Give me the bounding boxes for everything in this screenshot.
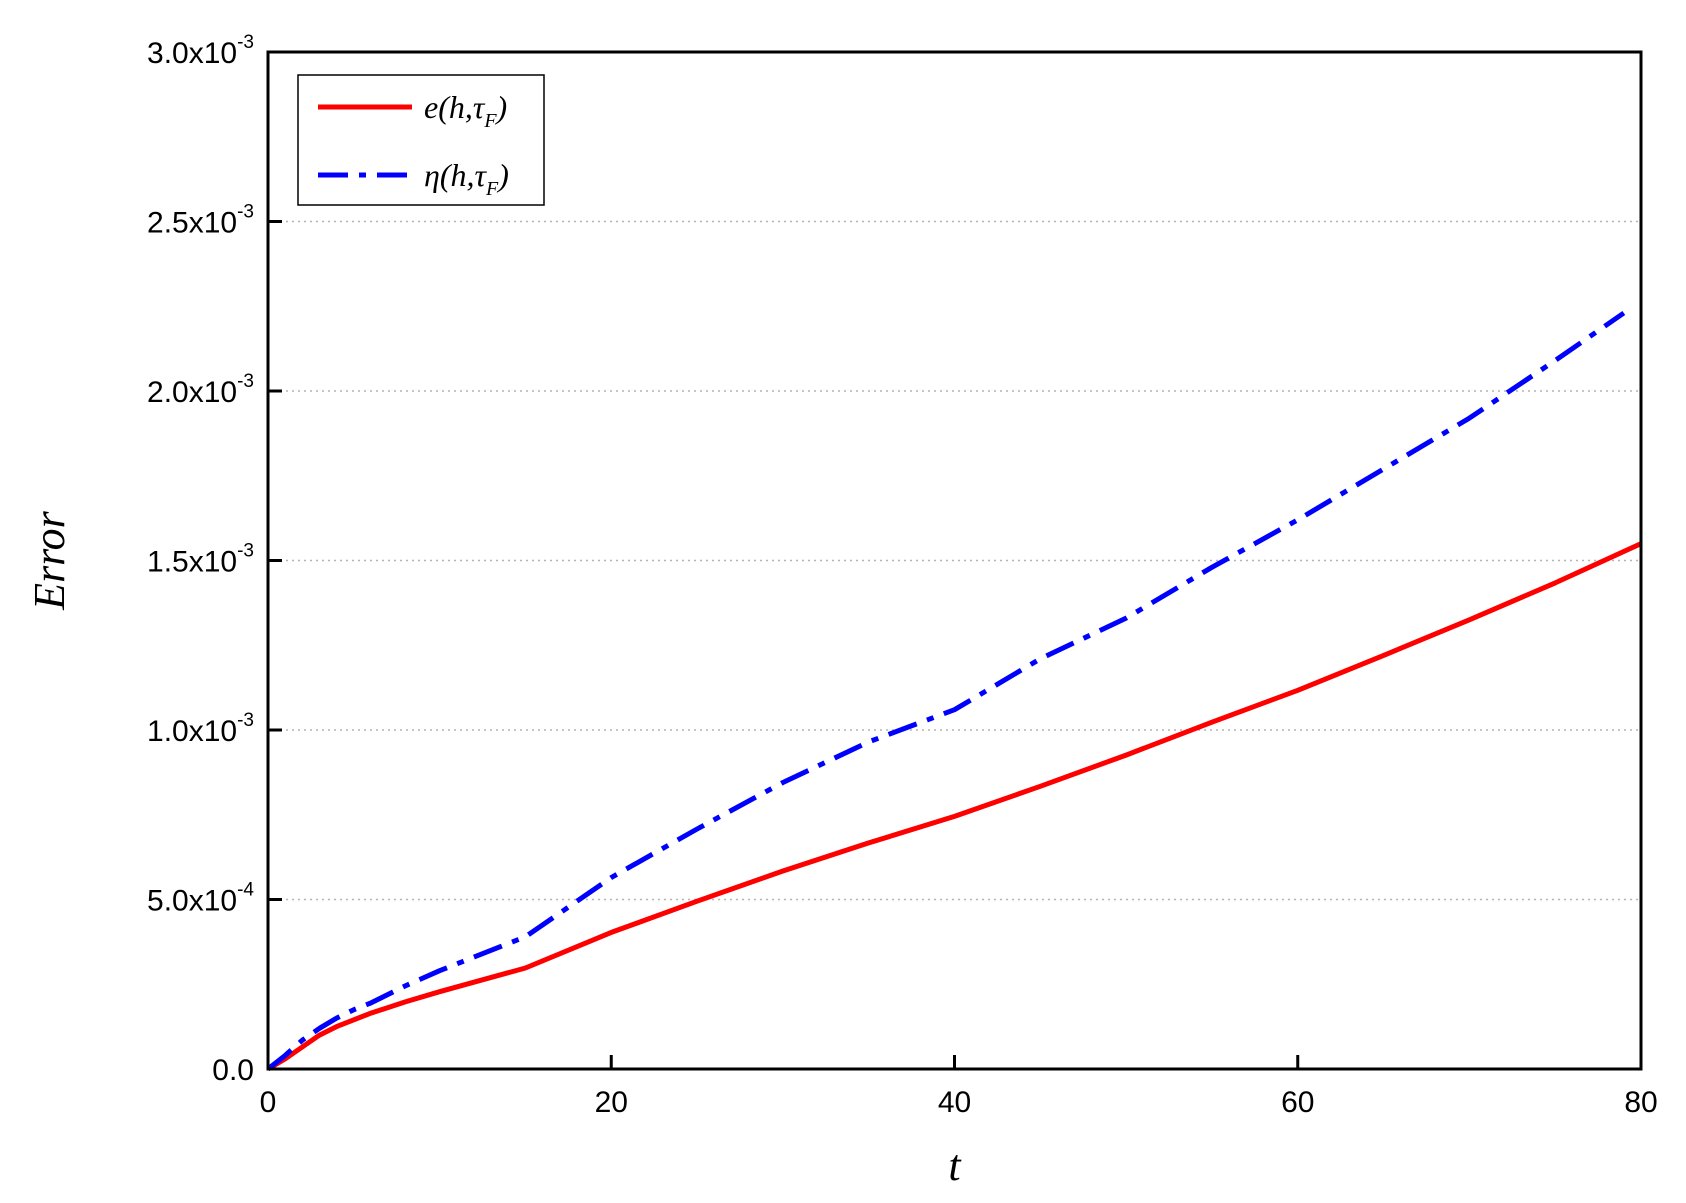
series-layer <box>266 310 1643 1072</box>
y-tick-label-0: 0.0 <box>212 1054 254 1087</box>
x-tick-label-2: 40 <box>938 1086 971 1119</box>
y-axis-ticks: 0.0 5.0x10-4 1.0x10-3 1.5x10-3 2.0x10-3 2.5x1… <box>147 32 282 1087</box>
y-axis-title: Error <box>25 510 74 610</box>
legend-box <box>297 74 545 206</box>
x-tick-label-3: 60 <box>1281 1086 1314 1119</box>
y-tick-label-5: 2.5x10-3 <box>147 202 254 240</box>
x-axis-ticks: 0 20 40 60 80 <box>260 1055 1658 1119</box>
y-tick-label-4: 2.0x10-3 <box>147 371 254 409</box>
y-tick-label-6: 3.0x10-3 <box>147 32 254 70</box>
x-tick-label-1: 20 <box>595 1086 628 1119</box>
x-axis-title: t <box>948 1141 962 1190</box>
x-tick-label-4: 80 <box>1624 1086 1657 1119</box>
y-tick-label-1: 5.0x10-4 <box>147 880 254 918</box>
legend: e(h,τF) η(h,τF) <box>297 74 545 206</box>
y-tick-label-2: 1.0x10-3 <box>147 710 254 748</box>
legend-label-0: e(h,τF) <box>424 89 507 132</box>
series-line-0 <box>266 541 1643 1072</box>
x-tick-label-0: 0 <box>260 1086 277 1119</box>
grid-lines <box>268 220 1641 901</box>
legend-label-1: η(h,τF) <box>424 157 509 200</box>
series-line-1 <box>266 310 1626 1071</box>
y-tick-label-3: 1.5x10-3 <box>147 541 254 579</box>
